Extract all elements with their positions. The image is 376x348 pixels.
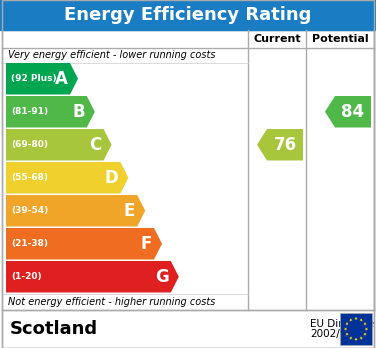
Text: (92 Plus): (92 Plus) xyxy=(11,74,57,83)
Polygon shape xyxy=(345,333,349,336)
Text: (21-38): (21-38) xyxy=(11,239,48,248)
Text: A: A xyxy=(55,70,68,88)
Text: Energy Efficiency Rating: Energy Efficiency Rating xyxy=(64,6,312,24)
Polygon shape xyxy=(6,63,78,95)
Polygon shape xyxy=(349,318,353,322)
Text: (1-20): (1-20) xyxy=(11,272,42,281)
Polygon shape xyxy=(345,322,349,326)
Polygon shape xyxy=(325,96,371,127)
Text: C: C xyxy=(89,136,102,154)
Polygon shape xyxy=(6,96,95,127)
Bar xyxy=(0,0,376,30)
Text: Not energy efficient - higher running costs: Not energy efficient - higher running co… xyxy=(8,297,215,307)
Text: Scotland: Scotland xyxy=(10,320,98,338)
Text: EU Directive: EU Directive xyxy=(310,319,374,329)
Text: D: D xyxy=(105,169,118,187)
Polygon shape xyxy=(6,195,145,227)
Polygon shape xyxy=(363,322,367,326)
Text: Potential: Potential xyxy=(312,34,368,44)
Polygon shape xyxy=(344,327,347,331)
Polygon shape xyxy=(6,261,179,293)
Polygon shape xyxy=(257,129,303,160)
Text: 84: 84 xyxy=(341,103,365,121)
Text: 76: 76 xyxy=(273,136,297,154)
Text: G: G xyxy=(155,268,169,286)
Text: E: E xyxy=(124,202,135,220)
Text: (55-68): (55-68) xyxy=(11,173,48,182)
Polygon shape xyxy=(6,228,162,260)
Polygon shape xyxy=(359,318,363,322)
Polygon shape xyxy=(6,162,128,193)
Polygon shape xyxy=(363,333,367,336)
Polygon shape xyxy=(359,337,363,340)
Text: (39-54): (39-54) xyxy=(11,206,48,215)
Text: F: F xyxy=(141,235,152,253)
Polygon shape xyxy=(365,327,368,331)
Polygon shape xyxy=(349,337,353,340)
Bar xyxy=(340,313,372,345)
Polygon shape xyxy=(354,317,358,321)
Text: Very energy efficient - lower running costs: Very energy efficient - lower running co… xyxy=(8,50,215,61)
Polygon shape xyxy=(6,129,112,160)
Text: 2002/91/EC: 2002/91/EC xyxy=(310,329,370,339)
Text: Current: Current xyxy=(253,34,301,44)
Text: (81-91): (81-91) xyxy=(11,107,48,116)
Polygon shape xyxy=(354,338,358,341)
Text: (69-80): (69-80) xyxy=(11,140,48,149)
Text: B: B xyxy=(72,103,85,121)
